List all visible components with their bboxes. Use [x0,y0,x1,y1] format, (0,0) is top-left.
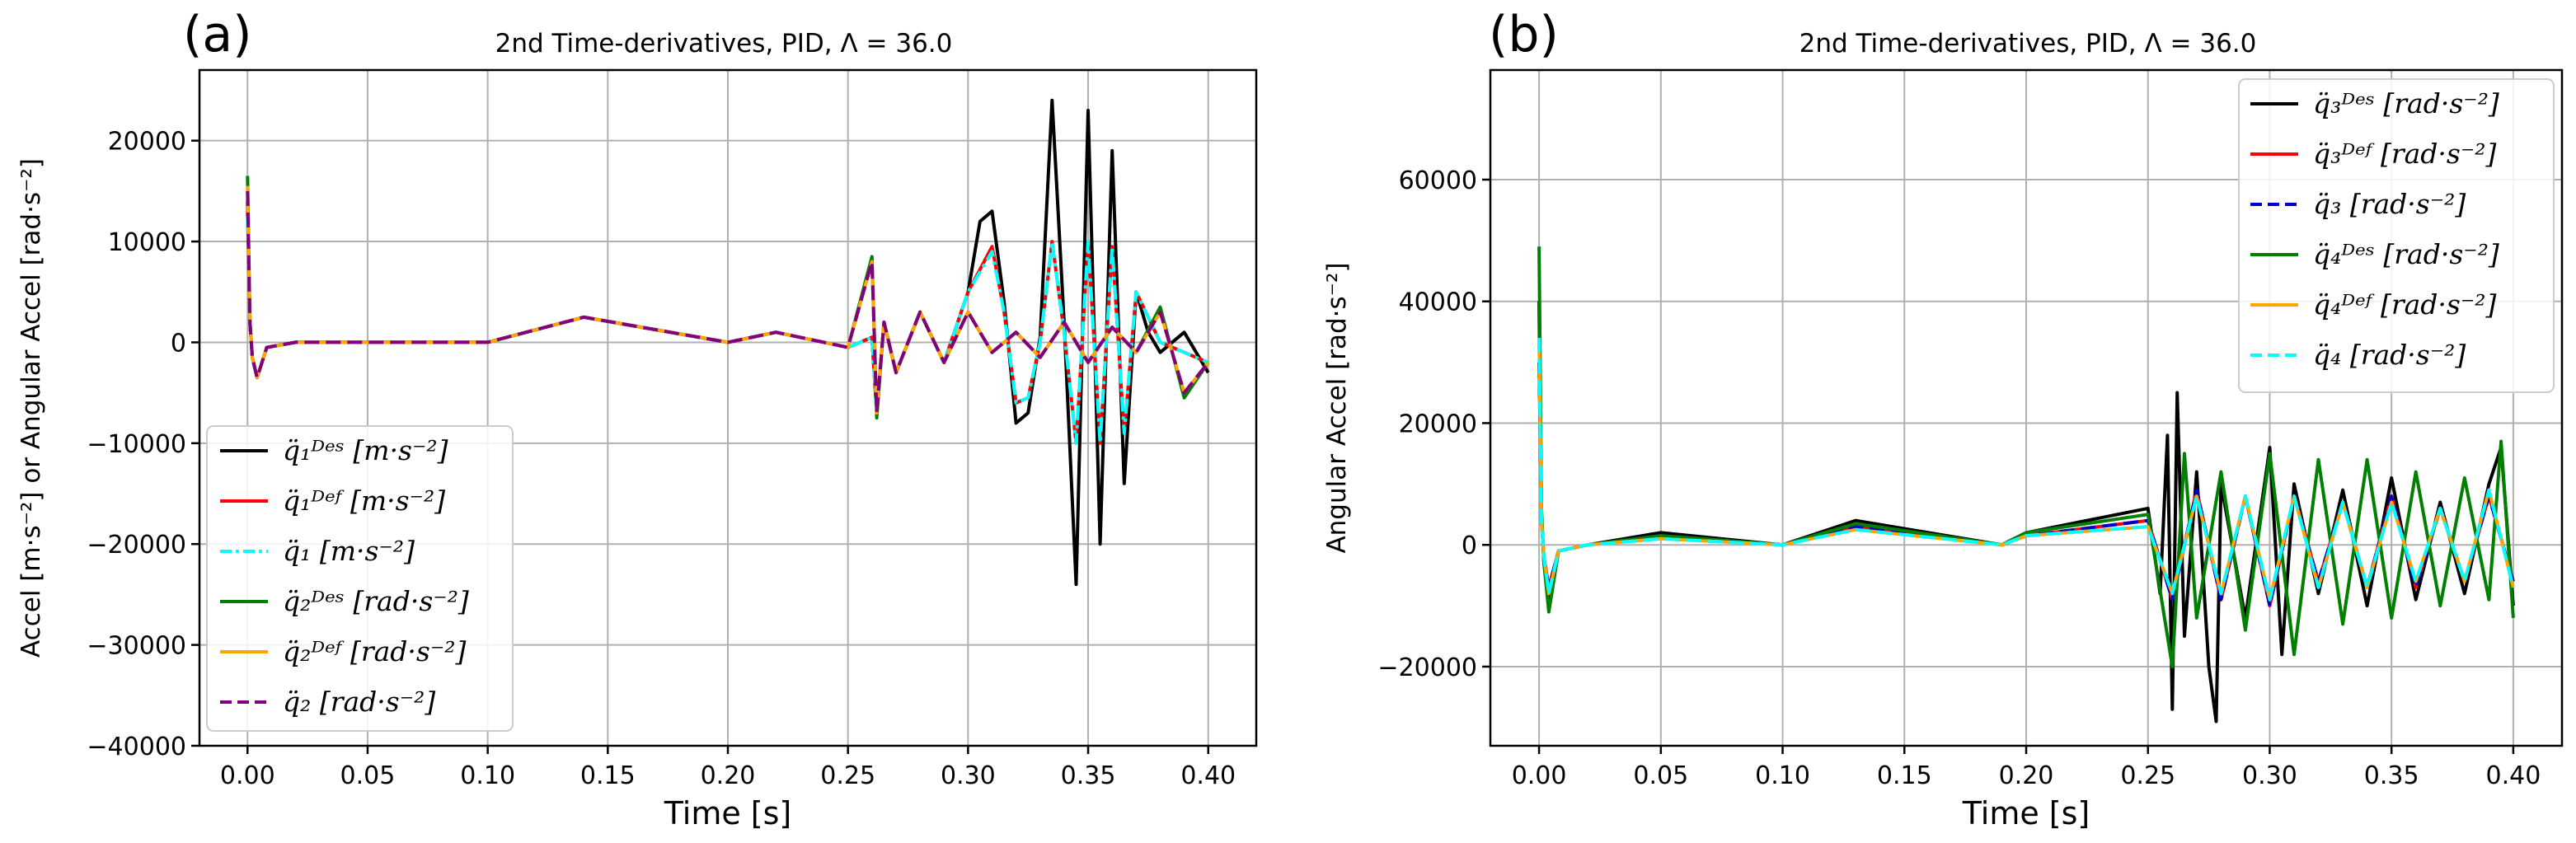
legend-b: q̈₃ᴰᵉˢ [rad·s⁻²] q̈₃ᴰᵉᶠ [rad·s⁻²] q̈₃ [rad… [2238,78,2555,393]
x-tick-label: 0.10 [1755,761,1810,790]
legend-entry: q̈₃ᴰᵉˢ [rad·s⁻²] [2313,87,2499,119]
y-tick-label: −10000 [87,430,186,459]
x-tick-label: 0.40 [2486,761,2541,790]
x-tick-label: 0.15 [580,761,636,790]
x-tick-label: 0.30 [2242,761,2297,790]
legend-entry: q̈₁ [m·s⁻²] [283,535,415,567]
x-tick-label: 0.05 [1633,761,1688,790]
y-tick-label: −30000 [87,632,186,661]
x-axis-label-b: Time [s] [1962,795,2090,831]
x-tick-label: 0.25 [2120,761,2175,790]
series-line-a-6 [246,190,1210,415]
x-tick-label: 0.40 [1180,761,1236,790]
y-ticks-b: −20000 0 20000 40000 60000 [1377,166,1490,682]
legend-entry: q̈₄ᴰᵉˢ [rad·s⁻²] [2313,238,2499,270]
legend-entry: q̈₂ [rad·s⁻²] [283,686,435,718]
legend-box-b [2238,78,2555,393]
legend-entry: q̈₁ᴰᵉˢ [m·s⁻²] [283,434,448,466]
panel-b: (b) 2nd Time-derivatives, PID, Λ = 36.0 … [1322,6,2564,831]
y-axis-label-b: Angular Accel [rad·s⁻²] [1322,262,1352,553]
x-tick-label: 0.35 [1061,761,1116,790]
x-axis-label-a: Time [s] [664,795,792,831]
y-tick-label: 60000 [1399,166,1477,195]
x-tick-label: 0.00 [220,761,275,790]
legend-a: q̈₁ᴰᵉˢ [m·s⁻²] q̈₁ᴰᵉᶠ [m·s⁻²] q̈₁ [m·s⁻²] q… [206,425,514,732]
y-tick-label: 0 [1462,532,1477,560]
panel-label-a: (a) [183,6,252,63]
series-line-b-6 [1537,337,2515,602]
y-axis-label-a: Accel [m·s⁻²] or Angular Accel [rad·s⁻²] [16,158,46,658]
series-lines-b [1537,246,2515,724]
legend-entry: q̈₂ᴰᵉˢ [rad·s⁻²] [283,585,469,617]
legend-entry: q̈₄ᴰᵉᶠ [rad·s⁻²] [2313,288,2496,321]
legend-entry: q̈₁ᴰᵉᶠ [m·s⁻²] [283,485,445,517]
x-tick-label: 0.35 [2364,761,2419,790]
y-tick-label: 10000 [108,228,186,257]
panel-label-b: (b) [1489,6,1559,63]
x-tick-label: 0.10 [460,761,515,790]
x-tick-label: 0.15 [1877,761,1932,790]
x-tick-label: 0.05 [340,761,396,790]
y-tick-label: 40000 [1399,288,1477,317]
legend-entry: q̈₃ᴰᵉᶠ [rad·s⁻²] [2313,138,2496,170]
series-line-b-1 [1537,301,2515,724]
x-tick-label: 0.25 [820,761,875,790]
x-ticks-a: 0.00 0.05 0.10 0.15 0.20 0.25 0.30 0.35 0.40 [220,746,1236,790]
y-tick-label: 0 [171,329,186,358]
series-lines-a [246,98,1210,587]
y-tick-label: −20000 [1377,653,1477,682]
x-tick-label: 0.20 [701,761,756,790]
x-tick-label: 0.20 [1999,761,2054,790]
y-tick-label: −20000 [87,531,186,560]
y-tick-label: 20000 [108,128,186,157]
y-tick-label: −40000 [87,733,186,761]
chart-title-a: 2nd Time-derivatives, PID, Λ = 36.0 [495,29,953,59]
legend-entry: q̈₃ [rad·s⁻²] [2313,188,2466,220]
x-tick-label: 0.30 [941,761,996,790]
chart-title-b: 2nd Time-derivatives, PID, Λ = 36.0 [1799,29,2257,59]
legend-entry: q̈₂ᴰᵉᶠ [rad·s⁻²] [283,635,466,667]
legend-entry: q̈₄ [rad·s⁻²] [2313,339,2466,371]
x-tick-label: 0.00 [1512,761,1567,790]
y-tick-label: 20000 [1399,410,1477,438]
legend-box-a [206,425,514,732]
x-ticks-b: 0.00 0.05 0.10 0.15 0.20 0.25 0.30 0.35 0.40 [1512,746,2541,790]
y-ticks-a: −40000 −30000 −20000 −10000 0 10000 20000 [87,128,199,761]
panel-a: (a) 2nd Time-derivatives, PID, Λ = 36.0 … [16,6,1258,831]
